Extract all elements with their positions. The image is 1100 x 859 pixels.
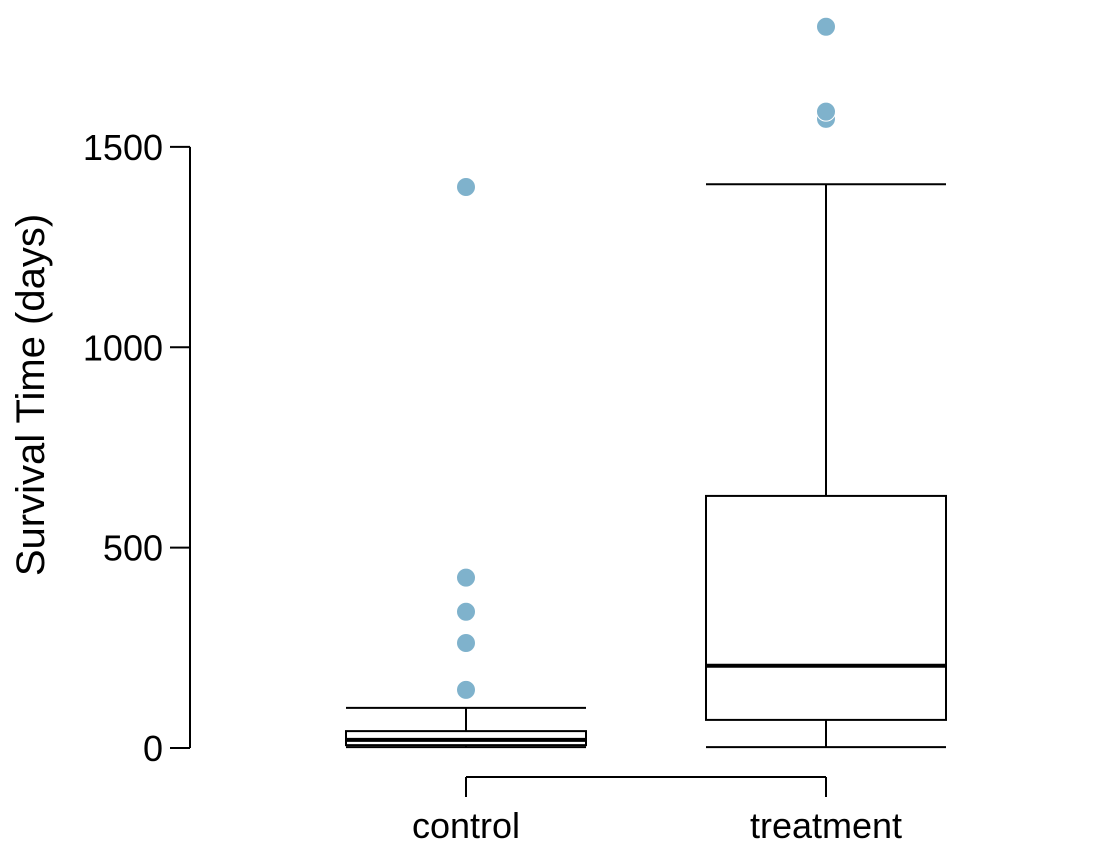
outlier bbox=[456, 567, 476, 588]
y-tick-label: 1000 bbox=[83, 327, 163, 368]
outlier bbox=[456, 679, 476, 700]
x-tick-label: treatment bbox=[750, 805, 902, 846]
x-tick-label: control bbox=[412, 805, 520, 846]
box bbox=[705, 494, 947, 721]
y-tick-label: 500 bbox=[103, 528, 163, 569]
outlier bbox=[816, 16, 836, 37]
y-tick-label: 1500 bbox=[83, 127, 163, 168]
outlier bbox=[456, 176, 476, 197]
outlier bbox=[456, 632, 476, 653]
y-axis-label: Survival Time (days) bbox=[9, 214, 53, 576]
outlier bbox=[456, 601, 476, 622]
outlier bbox=[816, 101, 836, 122]
y-tick-label: 0 bbox=[143, 728, 163, 769]
